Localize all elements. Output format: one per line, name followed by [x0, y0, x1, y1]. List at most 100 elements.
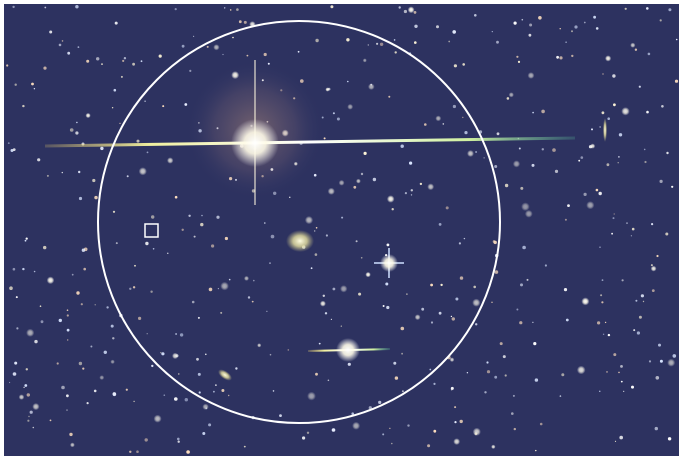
star [640, 294, 645, 298]
star [621, 279, 624, 282]
star [571, 54, 574, 58]
star [659, 179, 663, 183]
star [90, 345, 93, 348]
star [574, 25, 578, 29]
star [140, 60, 143, 63]
star [529, 23, 533, 27]
star [313, 173, 317, 177]
star [15, 296, 18, 299]
star [467, 150, 474, 157]
star [236, 8, 239, 11]
star [61, 40, 64, 42]
star [224, 236, 228, 241]
star [472, 298, 481, 307]
star [351, 412, 355, 416]
star [200, 222, 204, 227]
star [620, 380, 623, 383]
star [138, 167, 147, 176]
star [304, 216, 314, 225]
star [368, 406, 372, 410]
star [338, 179, 345, 186]
star [564, 218, 567, 221]
star [26, 328, 35, 337]
star [138, 316, 142, 320]
star [49, 30, 53, 34]
star [83, 267, 86, 271]
star [494, 375, 498, 379]
star [175, 333, 178, 335]
star [658, 343, 661, 347]
star [414, 314, 421, 321]
star [611, 232, 613, 235]
star [315, 38, 319, 43]
star [602, 73, 604, 75]
star [43, 245, 47, 250]
star [414, 41, 417, 44]
star [614, 440, 617, 442]
galaxy [603, 118, 607, 142]
star [620, 365, 623, 368]
star [67, 339, 69, 341]
star [184, 103, 188, 106]
star [376, 42, 379, 45]
star [32, 426, 35, 429]
star [113, 88, 117, 92]
star [61, 385, 65, 390]
star [491, 301, 493, 303]
star [633, 329, 636, 332]
star [197, 372, 201, 376]
star [331, 428, 336, 432]
star [642, 300, 645, 303]
star [110, 324, 114, 328]
star [12, 372, 17, 376]
star [491, 444, 496, 449]
star [355, 240, 358, 243]
background [4, 4, 679, 456]
star [363, 151, 367, 155]
star [287, 349, 290, 351]
star [638, 85, 641, 88]
star [606, 371, 608, 373]
star [314, 230, 316, 232]
star [494, 165, 498, 168]
star [499, 342, 503, 346]
star [253, 279, 255, 282]
star [593, 15, 596, 19]
star [75, 5, 79, 9]
star [85, 112, 91, 119]
star [655, 376, 660, 380]
star [100, 146, 104, 151]
star [624, 7, 627, 10]
star [235, 367, 238, 370]
star [161, 352, 165, 356]
star [528, 33, 532, 37]
star [243, 445, 246, 448]
star [93, 389, 97, 393]
star [372, 177, 377, 182]
star [484, 391, 487, 394]
star [181, 228, 184, 231]
star [232, 36, 234, 39]
selection-circle [97, 20, 501, 424]
star [179, 333, 184, 337]
galaxy [286, 230, 314, 252]
star [576, 365, 586, 375]
star [324, 312, 328, 315]
star [591, 128, 593, 131]
star [347, 80, 349, 83]
star [56, 362, 59, 365]
star [10, 149, 14, 152]
star [554, 169, 559, 173]
star [70, 442, 75, 448]
star [526, 278, 529, 281]
star [67, 51, 71, 55]
star [527, 72, 535, 79]
star [174, 397, 178, 401]
star [66, 309, 69, 312]
star [647, 52, 651, 56]
star [502, 355, 506, 359]
star [22, 267, 25, 271]
star [9, 286, 13, 291]
star [66, 409, 68, 411]
